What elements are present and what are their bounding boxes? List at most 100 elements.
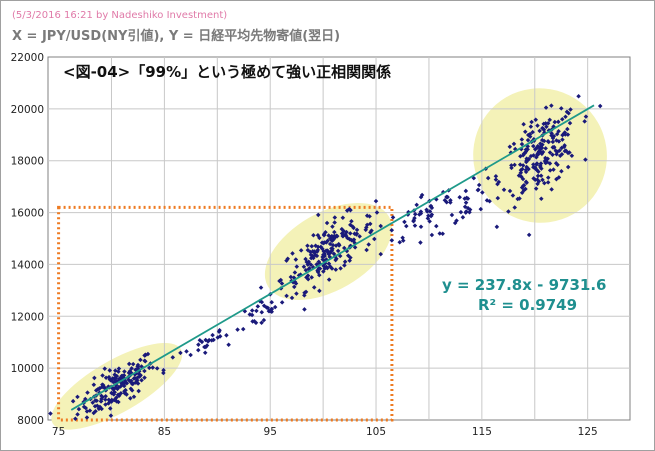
data-point (127, 379, 133, 384)
r-squared-label: R² = 0.9749 (478, 296, 577, 314)
data-point (261, 317, 267, 323)
data-point (304, 275, 309, 280)
data-point (449, 212, 455, 218)
data-point (259, 309, 265, 315)
data-point (372, 236, 377, 242)
data-point (320, 257, 325, 262)
data-point (427, 209, 433, 214)
data-point (331, 237, 336, 242)
data-point (272, 304, 278, 310)
data-point (264, 305, 269, 310)
data-point (308, 255, 314, 261)
data-point (178, 350, 183, 356)
data-point (279, 281, 285, 286)
data-point (305, 247, 311, 253)
data-point (389, 238, 395, 243)
data-point (347, 258, 352, 263)
chart-title: <図-04>「99%」という極めて強い正相関関係 (63, 63, 391, 81)
data-point (103, 394, 108, 399)
data-point (302, 307, 307, 312)
data-point (342, 259, 348, 264)
data-point (249, 312, 255, 318)
data-point (131, 394, 137, 399)
data-point (332, 220, 337, 225)
grid-lines (48, 57, 630, 420)
y-tick-label: 22000 (11, 52, 44, 64)
data-point (252, 318, 257, 324)
data-point (331, 251, 337, 257)
highlight-ellipse-2 (473, 88, 607, 223)
x-tick-label: 125 (578, 426, 598, 438)
data-point (332, 215, 338, 220)
data-point (255, 304, 261, 309)
data-point (161, 367, 166, 373)
data-point (317, 288, 322, 294)
data-point (506, 209, 511, 214)
data-point (197, 337, 203, 343)
data-point (311, 232, 316, 238)
data-point (115, 392, 121, 398)
data-point (76, 406, 82, 412)
data-point (315, 212, 321, 218)
data-point (95, 387, 100, 392)
data-point (496, 179, 502, 185)
data-point (196, 347, 201, 353)
data-point (342, 263, 347, 268)
data-point (510, 193, 516, 198)
data-point (343, 233, 349, 239)
data-point (130, 361, 136, 367)
data-point (293, 257, 299, 262)
data-point (324, 264, 329, 270)
data-point (170, 355, 176, 360)
data-point (341, 228, 347, 234)
data-point (412, 215, 417, 221)
equation-label: y = 237.8x - 9731.6 (442, 276, 606, 294)
data-point (354, 227, 360, 233)
data-point (73, 416, 78, 422)
data-point (123, 379, 128, 385)
data-point (364, 225, 369, 230)
data-point (336, 243, 342, 248)
data-point (184, 349, 189, 354)
data-point (333, 257, 338, 263)
data-point (100, 373, 105, 378)
data-point (327, 241, 333, 247)
data-point (209, 338, 214, 343)
data-point (303, 289, 309, 295)
data-point (309, 275, 314, 280)
y-tick-label: 12000 (11, 311, 44, 323)
data-point (305, 262, 311, 267)
data-point (75, 394, 80, 400)
data-point (326, 277, 332, 282)
data-point (366, 242, 371, 247)
data-point (348, 255, 353, 260)
data-point (322, 253, 327, 259)
data-point (103, 375, 109, 381)
data-point (389, 227, 395, 233)
data-point (128, 396, 133, 401)
data-point (269, 307, 274, 312)
data-point (215, 335, 221, 340)
data-point (277, 278, 282, 284)
data-point (259, 320, 264, 326)
data-point (444, 199, 449, 205)
data-point (414, 202, 419, 208)
data-point (269, 299, 274, 305)
data-point (97, 406, 102, 411)
data-point (301, 264, 307, 270)
data-point (284, 293, 289, 299)
data-point (120, 373, 126, 379)
data-point (188, 352, 193, 358)
y-tick-label: 16000 (11, 208, 44, 220)
data-point (340, 215, 346, 221)
tick-labels: 75 85 95 105 115 125 8000 10000 12000 14000 16000 1… (11, 52, 598, 438)
data-point (397, 239, 403, 245)
data-point (285, 256, 291, 261)
x-tick-label: 75 (52, 426, 65, 438)
data-point (290, 251, 295, 256)
data-point (202, 344, 207, 350)
data-point (289, 295, 295, 301)
data-point (332, 229, 337, 235)
data-point (333, 267, 339, 272)
